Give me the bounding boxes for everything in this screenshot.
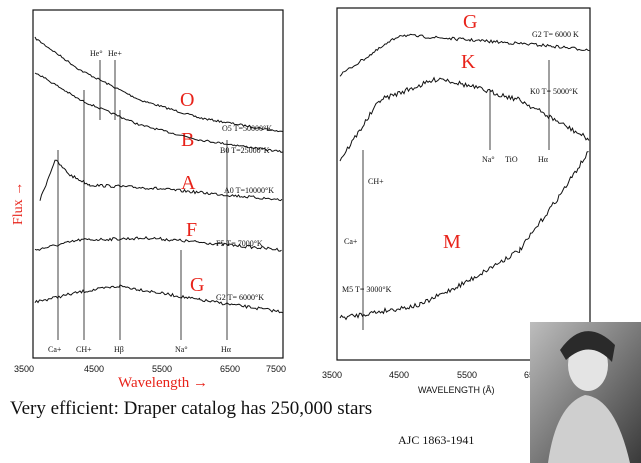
- left-plot: O B A F G O5 T=50000°K B0 T=25000°K A0 T…: [11, 9, 286, 391]
- spectrum-label: G2 T= 6000°K: [216, 293, 264, 302]
- spectrum-trace: [339, 76, 590, 162]
- x-tick-label: 65: [524, 370, 534, 380]
- x-tick-label: 4500: [389, 370, 409, 380]
- line-label: TiO: [505, 155, 518, 164]
- line-label: Hβ: [114, 345, 124, 354]
- spectrum-label: B0 T=25000°K: [220, 146, 270, 155]
- spectrum-trace: [34, 72, 283, 153]
- class-letter: B: [181, 129, 194, 151]
- caption: Very efficient: Draper catalog has 250,0…: [10, 398, 372, 419]
- spectrum-label: M5 T= 3000°K: [342, 285, 392, 294]
- line-label: He°: [90, 49, 103, 58]
- line-label: Ca+: [48, 345, 62, 354]
- plot-frame: [32, 9, 284, 359]
- plot-frame: [336, 7, 591, 361]
- line-label: CH+: [368, 177, 384, 186]
- dress: [548, 395, 630, 463]
- x-tick-label: 3500: [14, 364, 34, 374]
- class-letter: K: [461, 51, 476, 73]
- spectrum-label: A0 T=10000°K: [224, 186, 274, 195]
- spectrum-trace: [39, 159, 283, 202]
- x-tick-label: 6500: [220, 364, 240, 374]
- class-letter: A: [181, 172, 196, 194]
- spectrum-label: O5 T=50000°K: [222, 124, 272, 133]
- spectrum-trace: [339, 33, 590, 77]
- spectrum-trace: [34, 235, 282, 252]
- line-label: Hα: [538, 155, 549, 164]
- x-tick-label: 3500: [322, 370, 342, 380]
- x-tick-label: 5500: [457, 370, 477, 380]
- x-tick-label: 4500: [84, 364, 104, 374]
- class-letter: G: [190, 274, 204, 296]
- x-axis-label: WAVELENGTH (Å): [418, 385, 495, 395]
- class-letter: M: [443, 231, 461, 253]
- x-axis-label: Wavelength →: [118, 375, 208, 391]
- spectrum-label: F5 T= 7000°K: [216, 239, 263, 248]
- spectrum-trace: [34, 36, 283, 133]
- absorption-lines: [57, 60, 228, 340]
- class-letter: G: [463, 11, 477, 33]
- class-letter: F: [186, 219, 197, 241]
- portrait: [530, 322, 641, 463]
- line-label: Na°: [175, 345, 188, 354]
- line-label: Ca+: [344, 237, 358, 246]
- credit: AJC 1863-1941: [398, 433, 474, 447]
- hair: [560, 331, 615, 362]
- spectrum-trace: [339, 151, 589, 321]
- line-label: Hα: [221, 345, 232, 354]
- spectrum-label: K0 T= 5000°K: [530, 87, 578, 96]
- absorption-lines: [362, 60, 550, 330]
- line-label: Na°: [482, 155, 495, 164]
- line-label: He+: [108, 49, 122, 58]
- x-tick-label: 5500: [152, 364, 172, 374]
- x-tick-label: 7500: [266, 364, 286, 374]
- face: [568, 339, 608, 391]
- spectrum-trace: [34, 284, 283, 314]
- spectrum-label: G2 T= 6000 K: [532, 30, 579, 39]
- y-axis-label: Flux →: [11, 182, 26, 225]
- class-letter: O: [180, 89, 194, 111]
- line-label: CH+: [76, 345, 92, 354]
- right-plot: G K M G2 T= 6000 K K0 T= 5000°K M5 T= 30…: [322, 7, 591, 395]
